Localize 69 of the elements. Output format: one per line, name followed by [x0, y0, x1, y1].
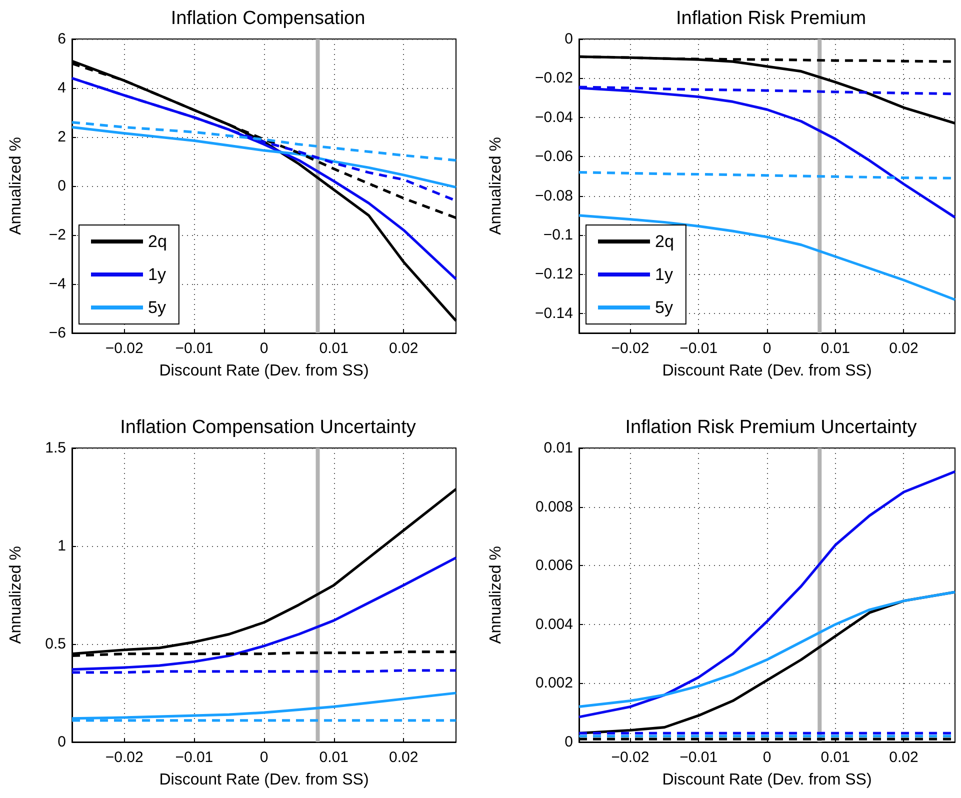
- legend-label: 5y: [148, 298, 166, 317]
- line-series: [70, 121, 458, 162]
- line-series: [70, 126, 458, 189]
- legend-label: 5y: [655, 298, 674, 317]
- x-tick-label: 0.01: [820, 749, 850, 766]
- y-tick-label: 0.004: [535, 616, 573, 633]
- legend-label: 2q: [148, 232, 167, 251]
- chart-title: Inflation Risk Premium Uncertainty: [625, 417, 918, 438]
- y-axis-title: Annualized %: [8, 546, 24, 644]
- x-tick-label: −0.01: [680, 340, 718, 357]
- x-tick-label: 0: [260, 340, 268, 357]
- y-axis-title: Annualized %: [488, 137, 504, 235]
- x-tick-label: −0.01: [175, 749, 214, 766]
- chart-title: Inflation Compensation: [170, 8, 366, 29]
- x-axis-title: Discount Rate (Dev. from SS): [159, 362, 369, 380]
- y-tick-label: −0.12: [535, 266, 573, 283]
- x-tick-label: 0: [762, 340, 772, 357]
- x-tick-label: 0.01: [319, 749, 348, 766]
- y-tick-label: 1.5: [45, 440, 66, 456]
- x-tick-label: 0: [260, 749, 268, 766]
- y-tick-label: −0.06: [535, 148, 573, 166]
- x-tick-label: 0.02: [889, 749, 918, 766]
- y-tick-label: −0.1: [543, 226, 573, 244]
- line-series: [70, 556, 458, 671]
- y-tick-label: −0.14: [535, 304, 573, 322]
- y-tick-label: −6: [48, 324, 66, 342]
- x-axis-title: Discount Rate (Dev. from SS): [159, 772, 369, 788]
- y-tick-label: 0: [564, 734, 573, 750]
- x-tick-label: −0.01: [680, 749, 718, 766]
- y-tick-label: 0: [564, 30, 573, 48]
- y-tick-label: −0.02: [535, 70, 573, 87]
- y-tick-label: −0.08: [535, 187, 573, 204]
- x-tick-label: 0.02: [389, 749, 418, 766]
- y-tick-label: −2: [48, 226, 66, 244]
- y-tick-label: 0.008: [535, 498, 573, 516]
- y-tick-label: 0.006: [535, 557, 573, 574]
- y-tick-label: 0.5: [45, 636, 66, 652]
- x-tick-label: −0.02: [105, 340, 144, 357]
- y-axis-title: Annualized %: [8, 137, 24, 235]
- y-tick-label: 4: [58, 80, 66, 96]
- line-series: [578, 470, 956, 718]
- y-tick-label: 0: [58, 734, 66, 750]
- y-tick-label: −0.04: [535, 108, 573, 126]
- x-tick-label: 0.02: [889, 340, 918, 357]
- y-axis-title: Annualized %: [488, 546, 504, 644]
- x-tick-label: −0.01: [175, 340, 214, 357]
- x-axis-title: Discount Rate (Dev. from SS): [662, 772, 872, 788]
- x-tick-label: −0.02: [611, 749, 650, 766]
- y-tick-label: 0.01: [544, 440, 573, 456]
- legend-label: 2q: [655, 232, 674, 251]
- x-tick-label: 0: [762, 749, 772, 766]
- x-tick-label: −0.02: [105, 749, 144, 766]
- y-tick-label: 0.002: [535, 674, 573, 692]
- chart-title: Inflation Compensation Uncertainty: [120, 417, 416, 438]
- legend-label: 1y: [655, 265, 674, 284]
- x-axis-title: Discount Rate (Dev. from SS): [662, 362, 872, 380]
- x-tick-label: −0.02: [611, 340, 650, 357]
- y-tick-label: 2: [58, 128, 66, 146]
- chart-title: Inflation Risk Premium: [676, 8, 866, 29]
- legend-label: 1y: [148, 265, 166, 284]
- x-tick-label: 0.02: [389, 340, 418, 357]
- y-tick-label: 0: [58, 178, 66, 194]
- y-tick-label: −4: [48, 276, 66, 292]
- line-series: [578, 590, 956, 708]
- x-tick-label: 0.01: [319, 340, 348, 357]
- line-series: [578, 214, 956, 301]
- y-tick-label: 1: [58, 538, 66, 554]
- y-tick-label: 6: [58, 30, 66, 48]
- x-tick-label: 0.01: [820, 340, 850, 357]
